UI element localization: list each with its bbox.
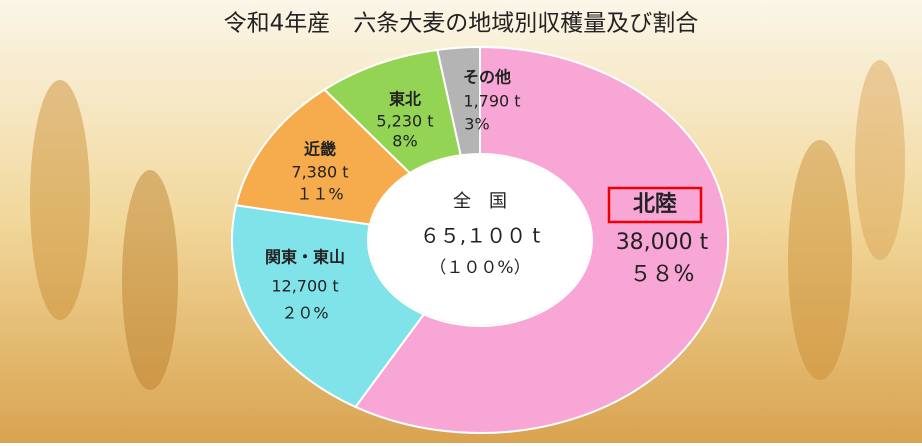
percent-label: 3% <box>464 115 489 134</box>
donut-slice <box>231 204 426 409</box>
percent-label: １１% <box>296 185 343 204</box>
percent-label: ２０% <box>281 304 328 323</box>
center-label: 全 国 <box>453 191 507 212</box>
wheat-decoration <box>30 60 905 390</box>
total-label: ６５,１００ t <box>420 224 541 248</box>
donut-hole <box>369 155 591 325</box>
category-label: 東北 <box>389 90 421 109</box>
chart-title: 令和4年産 六条大麦の地域別収穫量及び割合 <box>224 11 699 37</box>
tonne-label: 7,380 t <box>291 163 348 182</box>
donut-slice <box>353 45 729 434</box>
tonne-label: 1,790 t <box>463 92 520 111</box>
percent-label: 8% <box>392 132 417 151</box>
category-label: その他 <box>463 68 511 87</box>
tonne-label: 5,230 t <box>376 112 433 131</box>
total-percent-label: （１００%） <box>429 258 530 278</box>
tonne-label: 12,700 t <box>271 277 338 296</box>
highlight-box <box>607 186 703 224</box>
percent-label: ５８% <box>630 262 695 287</box>
category-label: 関東・東山 <box>265 248 345 267</box>
category-label: 北陸 <box>633 191 677 217</box>
tonne-label: 38,000 t <box>616 230 709 255</box>
donut-slice <box>436 45 481 157</box>
category-label: 近畿 <box>304 140 336 159</box>
